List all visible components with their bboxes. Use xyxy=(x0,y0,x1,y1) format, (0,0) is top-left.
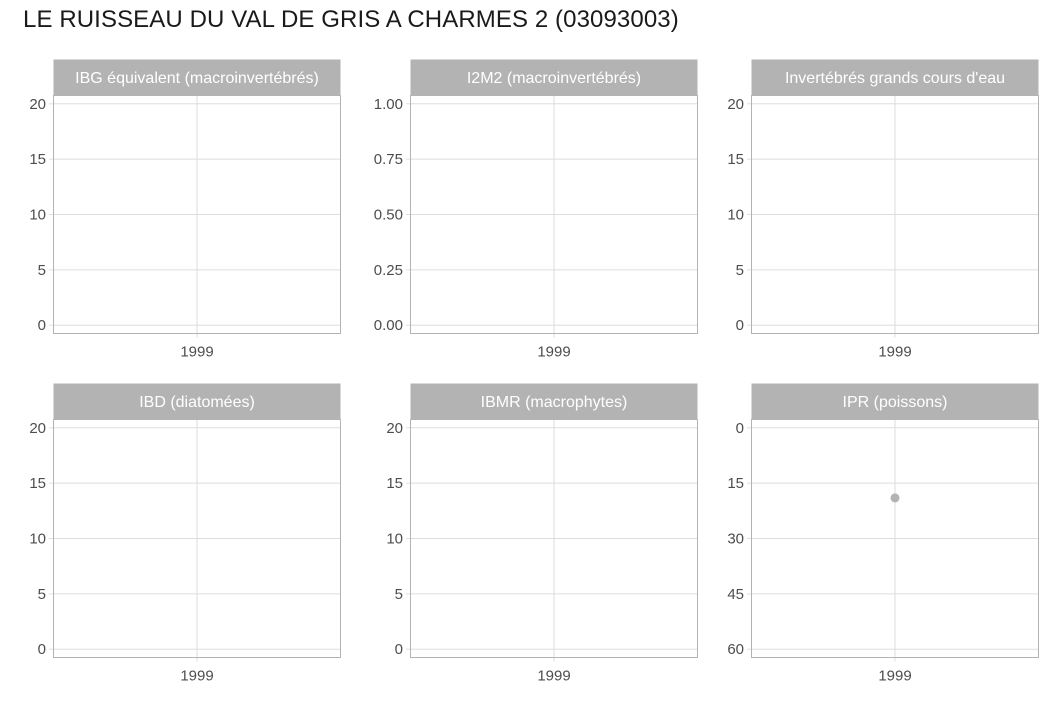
facet-strip-label: Invertébrés grands cours d'eau xyxy=(785,70,1005,87)
y-tick-label: 5 xyxy=(736,262,744,279)
facet-strip xyxy=(53,59,341,96)
panel-border xyxy=(53,95,341,334)
y-tick-label: 0 xyxy=(395,641,403,658)
panel-border xyxy=(751,95,1039,334)
panel-border xyxy=(53,419,341,658)
panel-ibd-diatomees: IBD (diatomées) 0 5 10 15 20 1999 xyxy=(1,383,342,689)
y-tick-label: 15 xyxy=(29,151,46,168)
y-tick-label: 30 xyxy=(727,531,744,548)
facet-strip xyxy=(53,383,341,420)
x-tick-label: 1999 xyxy=(537,668,570,685)
panel-border xyxy=(410,95,698,334)
panel-border xyxy=(410,419,698,658)
y-tick-label: 1.00 xyxy=(374,96,403,113)
y-tick-label: 0 xyxy=(736,317,744,334)
y-tick-label: 0 xyxy=(736,420,744,437)
y-tick-label: 5 xyxy=(395,586,403,603)
panel-chart: I2M2 (macroinvertébrés) 0.00 0.25 0.50 0.75 1… xyxy=(374,59,698,361)
facet-strip-label: IBMR (macrophytes) xyxy=(481,394,628,411)
y-tick-label: 45 xyxy=(727,586,744,603)
y-tick-label: 15 xyxy=(29,475,46,492)
facet-strip-label: I2M2 (macroinvertébrés) xyxy=(467,70,641,87)
panel-chart: IBD (diatomées) 0 5 10 15 20 1999 xyxy=(29,383,341,685)
y-tick-label: 5 xyxy=(38,262,46,279)
y-tick-label: 15 xyxy=(386,475,403,492)
facet-strip xyxy=(410,383,698,420)
x-tick-label: 1999 xyxy=(180,344,213,361)
panel-invertebres-grands-cours-d-eau: Invertébrés grands cours d'eau 0 5 10 15 20 19… xyxy=(699,59,1040,365)
y-tick-label: 0.25 xyxy=(374,262,403,279)
x-tick-label: 1999 xyxy=(180,668,213,685)
y-tick-label: 15 xyxy=(727,151,744,168)
y-tick-label: 0.75 xyxy=(374,151,403,168)
facet-strip xyxy=(751,383,1039,420)
panel-ipr-poissons: IPR (poissons) 0 15 30 45 60 1999 xyxy=(699,383,1040,689)
facet-strip-label: IBD (diatomées) xyxy=(139,394,255,411)
panel-chart: Invertébrés grands cours d'eau 0 5 10 15 20 19… xyxy=(727,59,1039,361)
y-tick-label: 0 xyxy=(38,641,46,658)
y-tick-label: 20 xyxy=(29,96,46,113)
panel-chart: IPR (poissons) 0 15 30 45 60 1999 xyxy=(727,383,1039,685)
facet-strip-label: IPR (poissons) xyxy=(843,394,948,411)
y-tick-label: 0.50 xyxy=(374,207,403,224)
y-tick-label: 60 xyxy=(727,641,744,658)
page-title: LE RUISSEAU DU VAL DE GRIS A CHARMES 2 (… xyxy=(23,6,679,33)
y-tick-label: 0 xyxy=(38,317,46,334)
facet-strip xyxy=(751,59,1039,96)
panel-chart: IBG équivalent (macroinvertébrés) 0 5 10 15 2… xyxy=(29,59,341,361)
x-tick-label: 1999 xyxy=(537,344,570,361)
panel-chart: IBMR (macrophytes) 0 5 10 15 20 1999 xyxy=(386,383,698,685)
y-tick-label: 10 xyxy=(29,207,46,224)
x-tick-label: 1999 xyxy=(878,668,911,685)
facet-strip xyxy=(410,59,698,96)
y-tick-label: 10 xyxy=(29,531,46,548)
panel-ibmr-macrophytes: IBMR (macrophytes) 0 5 10 15 20 1999 xyxy=(358,383,699,689)
panel-ibg-equivalent-macroinvertebres: IBG équivalent (macroinvertébrés) 0 5 10 15 2… xyxy=(1,59,342,365)
y-tick-label: 20 xyxy=(29,420,46,437)
panel-i2m2-macroinvertebres: I2M2 (macroinvertébrés) 0.00 0.25 0.50 0.75 1… xyxy=(358,59,699,365)
data-point xyxy=(890,493,900,503)
y-tick-label: 15 xyxy=(727,475,744,492)
panel-border xyxy=(751,419,1039,658)
y-tick-label: 10 xyxy=(386,531,403,548)
x-tick-label: 1999 xyxy=(878,344,911,361)
y-tick-label: 20 xyxy=(727,96,744,113)
y-tick-label: 5 xyxy=(38,586,46,603)
y-tick-label: 10 xyxy=(727,207,744,224)
facet-strip-label: IBG équivalent (macroinvertébrés) xyxy=(75,70,319,87)
y-tick-label: 0.00 xyxy=(374,317,403,334)
y-tick-label: 20 xyxy=(386,420,403,437)
